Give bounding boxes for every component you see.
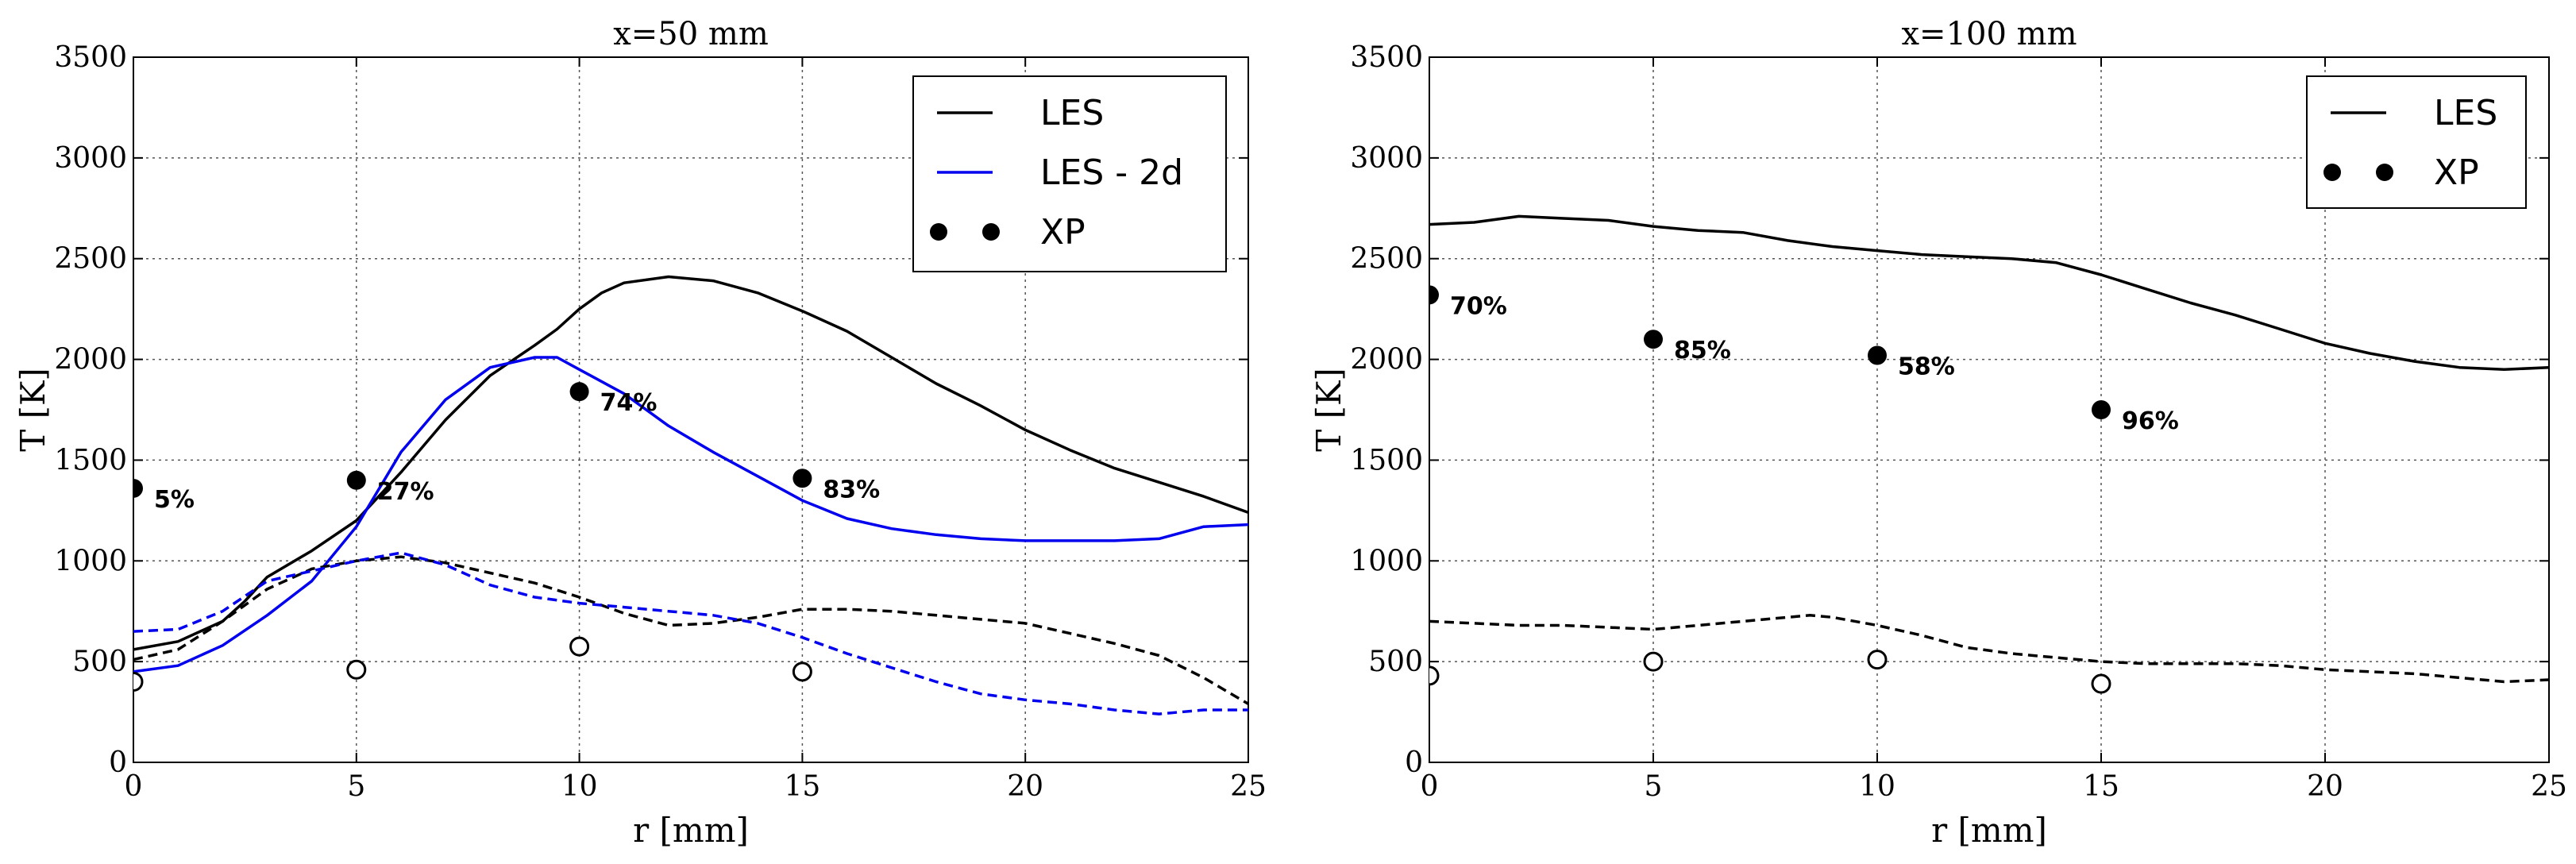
y-tick-label: 1000: [1350, 545, 1423, 577]
legend-dot-swatch: [2376, 164, 2393, 181]
y-tick-label: 1500: [1350, 444, 1423, 476]
x-tick-label: 20: [2307, 770, 2343, 803]
filled-marker: [569, 382, 589, 402]
x-tick-label: 5: [1645, 770, 1663, 803]
x-tick-label: 10: [561, 770, 598, 803]
legend-box: [912, 75, 1227, 272]
filled-marker: [1868, 345, 1887, 365]
filled-marker: [133, 478, 143, 498]
data-label: 27%: [377, 478, 434, 506]
legend-label: LES: [2434, 93, 2497, 133]
series-line-2: [1429, 614, 2549, 684]
legend-box: [2306, 75, 2527, 209]
legend-label: LES: [1040, 93, 1104, 133]
chart-title: x=50 mm: [613, 16, 769, 52]
data-label: 70%: [1450, 292, 1507, 320]
y-tick-label: 500: [1368, 646, 1423, 678]
filled-marker: [1644, 330, 1663, 349]
filled-marker: [1429, 285, 1439, 305]
series-line-4: [133, 551, 1248, 716]
open-marker: [569, 636, 590, 657]
y-tick-label: 0: [1405, 746, 1423, 779]
legend: LES XP: [2306, 75, 2527, 209]
open-marker: [346, 659, 367, 680]
series-group: [133, 275, 1248, 716]
data-label: 74%: [600, 389, 657, 417]
x-tick-label: 25: [1230, 770, 1267, 803]
legend: LES LES - 2d XP: [912, 75, 1227, 272]
series-line-3: [133, 555, 1248, 705]
y-tick-label: 2500: [1350, 243, 1423, 276]
legend-label: XP: [1040, 212, 1086, 253]
x-axis-label: r [mm]: [1931, 811, 2047, 850]
y-tick-label: 0: [109, 746, 127, 779]
legend-label: XP: [2434, 152, 2479, 193]
legend-dot-swatch: [930, 223, 947, 241]
x-axis-label: r [mm]: [633, 811, 749, 850]
series-line-1: [133, 275, 1248, 651]
y-tick-label: 2500: [54, 243, 127, 276]
series-line-2: [133, 356, 1248, 673]
open-marker: [2091, 673, 2111, 694]
legend-dot-swatch: [982, 223, 1000, 241]
y-tick-label: 500: [72, 646, 127, 678]
y-tick-label: 3500: [1350, 41, 1423, 74]
legend-label: LES - 2d: [1040, 152, 1183, 193]
plot-frame: [1429, 56, 2550, 763]
x-tick-label: 20: [1007, 770, 1043, 803]
legend-dot-swatch: [2323, 164, 2341, 181]
x-tick-label: 0: [1421, 770, 1439, 803]
y-tick-label: 3000: [1350, 142, 1423, 175]
open-marker: [1867, 650, 1888, 670]
y-axis-label: T [K]: [1309, 368, 1348, 452]
chart-title: x=100 mm: [1902, 16, 2077, 52]
open-marker: [792, 662, 812, 682]
x-tick-label: 10: [1859, 770, 1895, 803]
y-tick-label: 2000: [1350, 344, 1423, 376]
y-tick-label: 3000: [54, 142, 127, 175]
filled-marker: [346, 470, 366, 490]
series-line-1: [1429, 214, 2549, 372]
filled-marker: [2092, 400, 2111, 419]
data-label: 85%: [1674, 337, 1731, 364]
data-label: 58%: [1898, 353, 1955, 380]
y-tick-label: 1500: [54, 444, 127, 476]
chart-panel-2: 0 5 10 15 20 25 0 500 1000 1500 2000 2500 3000 3500 x=…: [1309, 16, 2567, 850]
data-label: 5%: [154, 486, 195, 514]
chart-panel-1: 0 5 10 15 20 25 0 500 1000 1500 2000 2500 3000 3500 x=…: [13, 16, 1267, 850]
y-tick-label: 1000: [54, 545, 127, 577]
y-tick-label: 2000: [54, 344, 127, 376]
open-marker: [133, 672, 144, 692]
data-label: 83%: [823, 476, 880, 503]
x-tick-label: 5: [347, 770, 365, 803]
y-axis-label: T [K]: [13, 368, 52, 452]
series-group: [1429, 214, 2549, 694]
open-marker: [1643, 651, 1664, 672]
plot-frame: [133, 56, 1249, 763]
x-tick-label: 15: [2083, 770, 2119, 803]
data-label: 96%: [2122, 407, 2179, 435]
x-tick-label: 15: [784, 770, 820, 803]
x-tick-label: 25: [2531, 770, 2567, 803]
filled-marker: [792, 469, 812, 488]
x-tick-label: 0: [125, 770, 143, 803]
open-marker: [1429, 665, 1440, 686]
y-tick-label: 3500: [54, 41, 127, 74]
